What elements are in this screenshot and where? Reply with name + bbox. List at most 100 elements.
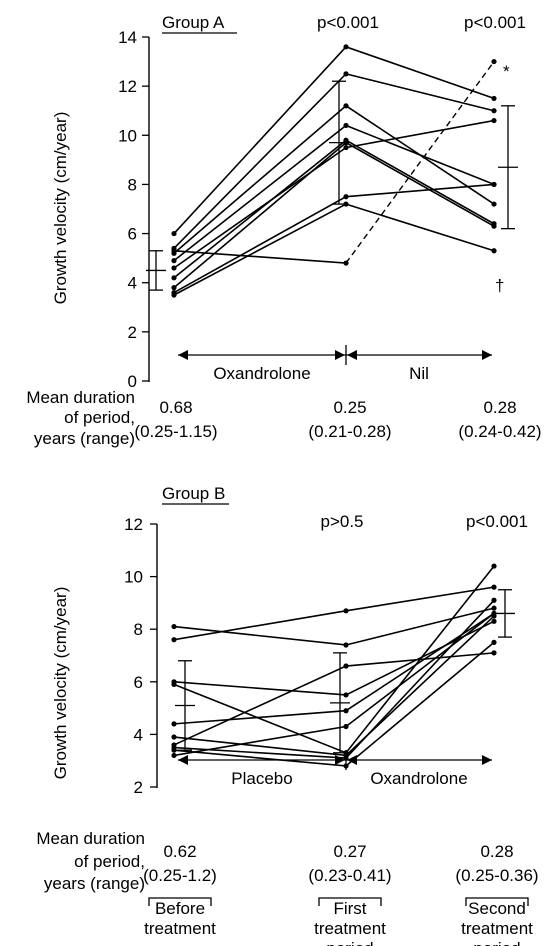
x-category-label: treatment <box>144 919 216 938</box>
period-label-1: Placebo <box>231 769 292 788</box>
panel-a-y-ticks: 0 2 4 6 8 10 12 14 <box>118 28 149 391</box>
period-arrow-mid-right <box>347 350 357 360</box>
panel-b-y-axis-label: Growth velocity (cm/year) <box>51 587 70 780</box>
data-point <box>343 144 349 151</box>
duration-range: (0.25-1.2) <box>143 866 217 885</box>
panel-group-b: Group B p>0.5 p<0.001 Growth velocity (c… <box>36 484 538 946</box>
panel-a-period-arrows: Oxandrolone Nil <box>178 345 492 383</box>
data-point <box>171 752 177 759</box>
series-line <box>173 586 495 641</box>
series-line-segment <box>173 249 347 264</box>
duration-mean: 0.68 <box>159 398 192 417</box>
y-tick-label: 10 <box>118 126 137 145</box>
y-tick-label: 2 <box>134 778 143 797</box>
data-point <box>491 181 497 188</box>
panel-a-p-value-2: p<0.001 <box>464 13 526 32</box>
duration-range: (0.24-0.42) <box>458 422 541 441</box>
panel-b-title: Group B <box>162 484 225 503</box>
panel-b-x-categories: BeforetreatmentFirsttreatmentperiodSecon… <box>144 897 533 946</box>
data-point <box>491 650 497 656</box>
y-tick-label: 6 <box>134 673 143 692</box>
data-point <box>343 260 349 266</box>
data-point <box>171 230 177 237</box>
panel-b-period-arrows: Placebo Oxandrolone <box>178 750 492 788</box>
series-line <box>173 612 495 757</box>
data-point <box>491 639 497 645</box>
panel-b-durations: 0.62 (0.25-1.2) 0.27 (0.23-0.41) 0.28 (0.25-0… <box>143 842 538 885</box>
period-arrow-mid-left <box>335 755 345 765</box>
x-category-label: period <box>473 939 520 946</box>
y-tick-label: 4 <box>134 725 143 744</box>
x-category-bracket <box>465 897 529 906</box>
data-point <box>171 248 177 254</box>
data-point <box>343 608 349 614</box>
data-point <box>343 708 349 714</box>
data-point <box>491 201 497 207</box>
duration-mean: 0.28 <box>480 842 513 861</box>
period-arrow-left <box>178 755 188 765</box>
data-point <box>171 747 177 753</box>
data-point <box>171 734 177 740</box>
data-point <box>491 618 497 624</box>
series-line <box>173 612 495 725</box>
panel-a-duration-label-line-2: of period, <box>64 408 135 427</box>
panel-a-title: Group A <box>162 13 225 32</box>
data-point <box>171 285 177 291</box>
duration-mean: 0.28 <box>483 398 516 417</box>
data-point <box>171 292 177 298</box>
panel-b-duration-label-line-2: of period, <box>74 852 145 871</box>
x-category-label: First <box>333 899 366 918</box>
data-point <box>491 108 497 114</box>
data-point <box>491 610 497 617</box>
duration-range: (0.25-1.15) <box>134 422 217 441</box>
panel-a-duration-label-line-1: Mean duration <box>26 388 135 407</box>
data-point <box>491 95 497 102</box>
data-point <box>171 265 177 271</box>
data-point <box>343 71 349 77</box>
data-point <box>343 663 349 669</box>
duration-mean: 0.25 <box>333 398 366 417</box>
data-point <box>171 258 177 264</box>
period-arrow-right <box>482 350 492 360</box>
data-point <box>171 637 177 643</box>
panel-a-error-bars <box>146 80 518 291</box>
duration-range: (0.23-0.41) <box>308 866 391 885</box>
data-point <box>491 597 497 603</box>
data-point <box>343 642 349 648</box>
y-tick-label: 14 <box>118 28 137 47</box>
series-line <box>173 203 495 296</box>
series-line <box>173 139 495 279</box>
y-tick-label: 8 <box>134 620 143 639</box>
x-category-label: period <box>326 939 373 946</box>
panel-b-y-ticks: 2 4 6 8 10 12 <box>124 515 157 797</box>
data-point <box>491 563 497 569</box>
x-category-label: Second <box>468 899 526 918</box>
data-point <box>491 584 497 590</box>
data-point <box>343 692 349 698</box>
period-arrow-left <box>178 350 188 360</box>
duration-mean: 0.62 <box>163 842 196 861</box>
panel-a-series <box>171 44 497 298</box>
data-point <box>343 194 349 200</box>
y-tick-label: 12 <box>118 77 137 96</box>
series-line <box>173 599 495 759</box>
period-label-2: Oxandrolone <box>370 769 467 788</box>
series-line <box>173 652 495 746</box>
y-tick-label: 12 <box>124 515 143 534</box>
x-category-label: treatment <box>461 919 533 938</box>
panel-b-p-value-2: p<0.001 <box>466 512 528 531</box>
duration-mean: 0.27 <box>333 842 366 861</box>
series-line-dashed-segment <box>345 61 495 264</box>
period-arrow-mid-right <box>347 755 357 765</box>
data-point <box>171 623 177 630</box>
panel-group-a: Group A p<0.001 p<0.001 Growth velocity … <box>26 13 541 448</box>
data-point <box>171 721 177 727</box>
panel-b-series <box>171 563 497 769</box>
panel-b-duration-label-line-3: years (range) <box>44 874 145 893</box>
data-point <box>491 117 497 124</box>
series-line <box>173 104 495 254</box>
data-point <box>343 44 349 50</box>
data-point <box>491 248 497 254</box>
period-arrow-mid-left <box>335 350 345 360</box>
